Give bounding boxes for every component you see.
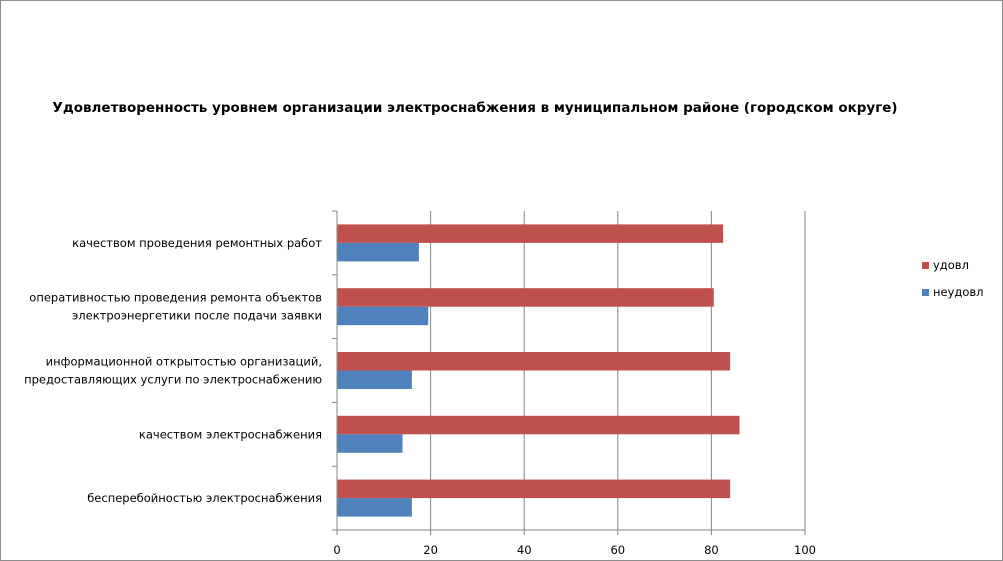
bars xyxy=(337,224,740,517)
legend-label: неудовл xyxy=(933,285,984,299)
bar-удовл-3 xyxy=(337,415,740,435)
legend: удовл неудовл xyxy=(922,258,984,299)
category-label: электроэнергетики после подачи заявки xyxy=(72,309,322,323)
x-tick-label: 60 xyxy=(610,543,625,557)
bar-неудовл-0 xyxy=(337,242,419,262)
chart-title: Удовлетворенность уровнем организации эл… xyxy=(52,100,897,116)
legend-label: удовл xyxy=(933,258,969,272)
x-tick-label: 40 xyxy=(517,543,532,557)
x-tick-label: 20 xyxy=(423,543,438,557)
legend-swatch-неудовл xyxy=(922,289,929,296)
x-tick-label: 80 xyxy=(704,543,719,557)
bar-удовл-0 xyxy=(337,224,724,243)
bar-неудовл-1 xyxy=(337,306,429,326)
bar-удовл-1 xyxy=(337,288,714,307)
x-axis: 0 20 40 60 80 100 xyxy=(332,210,816,557)
legend-swatch-удовл xyxy=(922,262,929,269)
bar-неудовл-2 xyxy=(337,370,412,389)
x-tick-label: 100 xyxy=(794,543,816,557)
x-tick-label: 0 xyxy=(333,543,340,557)
category-label: бесперебойностью электроснабжения xyxy=(87,491,322,505)
category-label: информационной открытостью организаций, xyxy=(46,355,322,369)
bar-удовл-4 xyxy=(337,479,731,499)
bar-удовл-2 xyxy=(337,352,731,371)
category-label: качеством электроснабжения xyxy=(139,427,322,441)
category-label: качеством проведения ремонтных работ xyxy=(72,236,322,250)
bar-неудовл-3 xyxy=(337,434,403,453)
bar-неудовл-4 xyxy=(337,498,412,517)
category-label: оперативностью проведения ремонта объект… xyxy=(29,291,322,305)
category-labels: качеством проведения ремонтных работ опер… xyxy=(24,236,322,505)
category-label: предоставляющих услуги по электроснабжен… xyxy=(24,373,322,387)
